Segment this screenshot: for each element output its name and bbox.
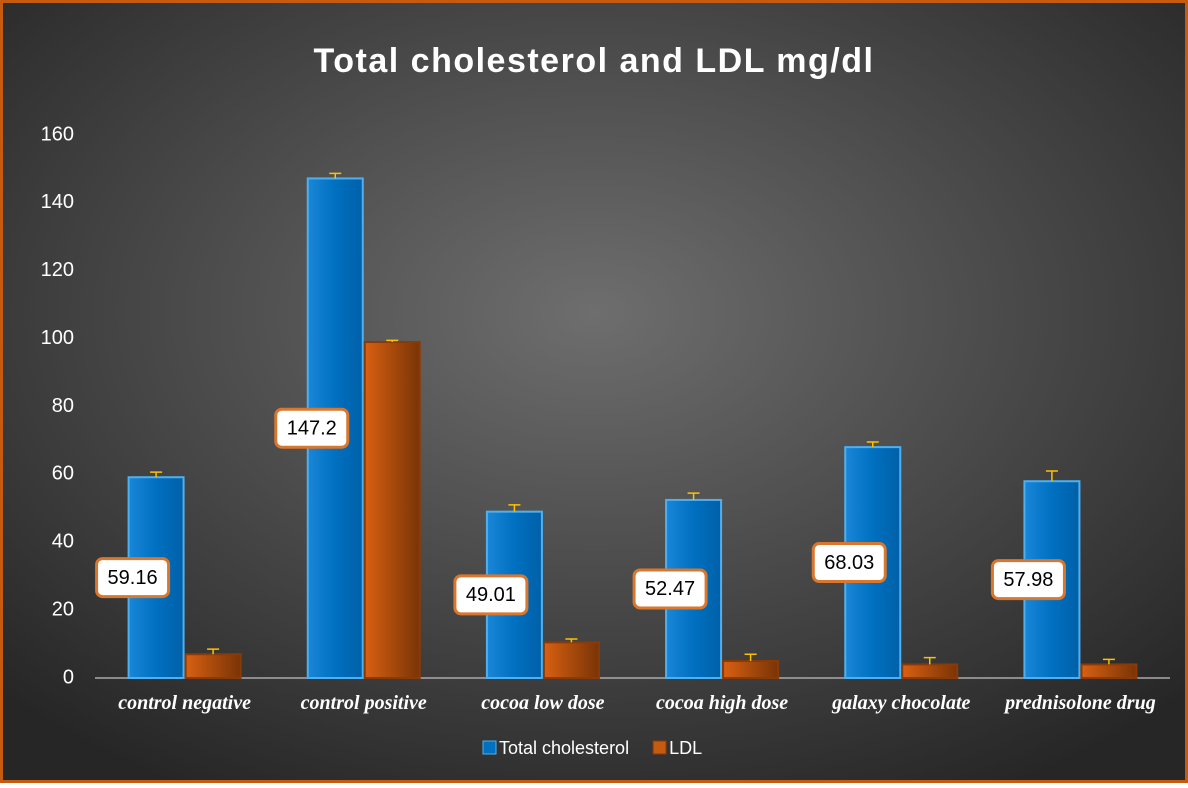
x-tick-label: cocoa high dose [655, 692, 789, 714]
bar [1080, 663, 1138, 679]
x-tick-label: cocoa low dose [481, 692, 605, 714]
x-tick-label: prednisolone drug [1005, 692, 1156, 714]
x-tick-label-box: prednisolone drug [1005, 692, 1156, 714]
data-label: 57.98 [1003, 569, 1053, 591]
bar [901, 663, 959, 679]
y-tick-label: 160 [41, 123, 74, 145]
x-tick-label: control positive [300, 692, 427, 714]
error-bar [744, 653, 757, 662]
x-tick-label-box: cocoa low dose [481, 692, 605, 714]
chart-title: Total cholesterol and LDL mg/dl [314, 42, 875, 80]
bar [363, 341, 421, 679]
data-label: 59.16 [108, 567, 158, 589]
y-tick-label: 60 [52, 463, 74, 485]
legend-label: Total cholesterol [499, 738, 629, 758]
data-label-box [274, 407, 350, 449]
error-bar [207, 648, 220, 655]
data-label-box [632, 568, 708, 610]
error-bar [687, 492, 700, 500]
y-tick-label: 120 [41, 259, 74, 281]
legend-swatch [482, 740, 497, 755]
error-bar [386, 339, 399, 343]
data-label: 49.01 [466, 584, 516, 606]
data-label: 52.47 [645, 578, 695, 600]
x-tick-label-box: galaxy chocolate [832, 692, 971, 714]
x-tick-label-box: control negative [118, 692, 251, 714]
data-label: 68.03 [824, 552, 874, 574]
error-bar [329, 172, 342, 179]
error-bar [1045, 470, 1058, 482]
y-tick-label: 0 [63, 666, 74, 688]
bar [722, 660, 780, 679]
x-tick-label-box: control positive [300, 692, 427, 714]
y-tick-label: 80 [52, 395, 74, 417]
error-bar [866, 441, 879, 448]
y-tick-label: 40 [52, 531, 74, 553]
y-tick-label: 140 [41, 191, 74, 213]
error-bar [923, 656, 936, 665]
data-label-box [453, 574, 529, 616]
x-tick-label: control negative [118, 692, 251, 714]
error-bar [150, 471, 163, 478]
x-tick-label: galaxy chocolate [832, 692, 971, 714]
error-bar [565, 638, 578, 643]
data-label: 147.2 [287, 418, 337, 440]
bar [542, 641, 600, 679]
error-bar [508, 504, 521, 512]
error-bar [1102, 658, 1115, 665]
data-label-box [95, 557, 171, 599]
y-tick-label: 100 [41, 327, 74, 349]
legend-swatch [652, 740, 667, 755]
legend-label: LDL [669, 738, 702, 758]
x-tick-label-box: cocoa high dose [655, 692, 789, 714]
bar [184, 653, 242, 680]
data-label-box [990, 559, 1066, 601]
y-tick-label: 20 [52, 598, 74, 620]
data-label-box [811, 542, 887, 584]
